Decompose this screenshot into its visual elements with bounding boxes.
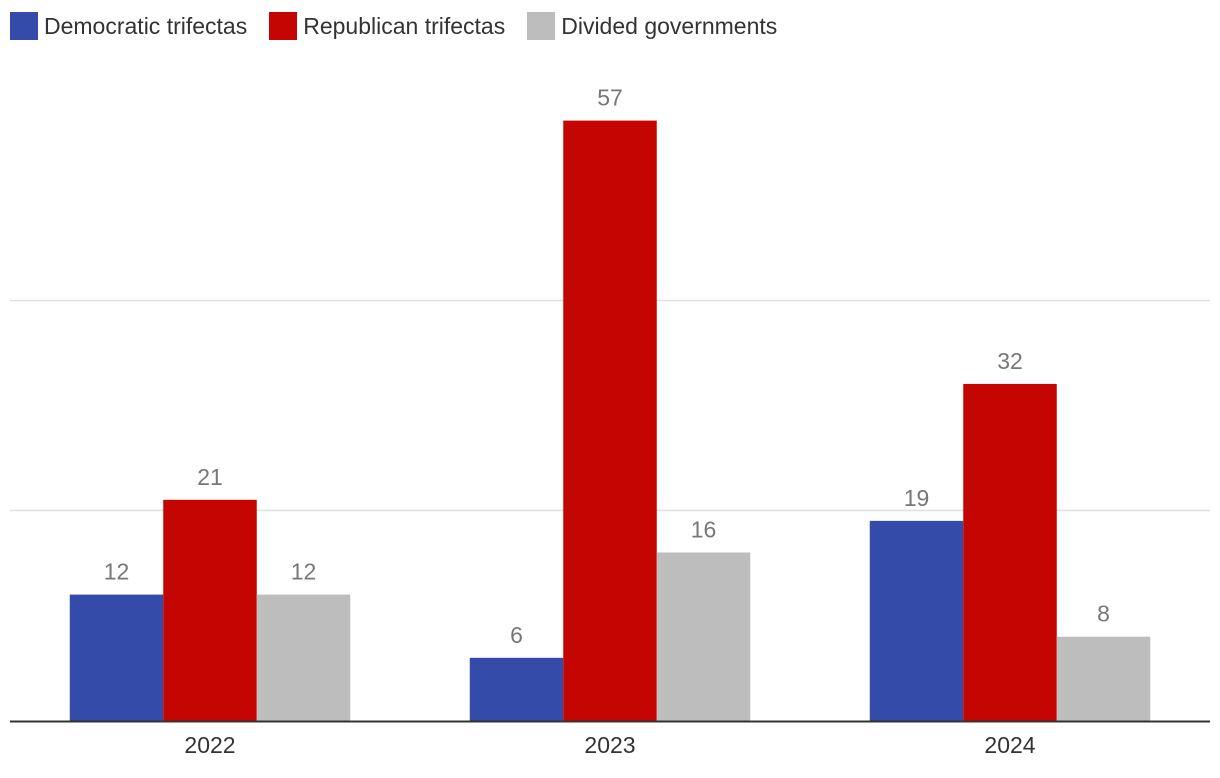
data-label-divided-governments-2024: 8 <box>1097 601 1110 627</box>
data-label-republican-trifectas-2022: 21 <box>197 464 223 490</box>
legend-swatch-democratic <box>10 12 38 40</box>
data-label-republican-trifectas-2024: 32 <box>997 348 1023 374</box>
data-label-democratic-trifectas-2024: 19 <box>904 485 930 511</box>
bar-republican-trifectas-2022 <box>163 499 257 721</box>
legend-label-republican: Republican trifectas <box>303 12 506 39</box>
legend-item-divided: Divided governments <box>527 12 777 40</box>
bar-divided-governments-2023 <box>656 552 751 721</box>
legend-label-democratic: Democratic trifectas <box>44 12 248 39</box>
legend: Democratic trifectas Republican trifecta… <box>10 12 799 40</box>
x-tick-label-2023: 2023 <box>584 732 635 758</box>
x-tick-label-2024: 2024 <box>984 732 1035 758</box>
data-label-divided-governments-2022: 12 <box>291 559 317 585</box>
legend-swatch-republican <box>269 12 298 40</box>
data-label-democratic-trifectas-2022: 12 <box>104 559 130 585</box>
legend-label-divided: Divided governments <box>561 12 778 39</box>
bar-divided-governments-2024 <box>1056 636 1151 721</box>
data-label-divided-governments-2023: 16 <box>691 516 717 542</box>
legend-swatch-divided <box>527 12 556 40</box>
bar-democratic-trifectas-2022 <box>69 594 164 721</box>
data-label-republican-trifectas-2023: 57 <box>597 85 623 111</box>
bar-democratic-trifectas-2024 <box>869 520 964 721</box>
bar-republican-trifectas-2024 <box>963 383 1057 721</box>
legend-item-democratic: Democratic trifectas <box>10 12 247 40</box>
x-tick-label-2022: 2022 <box>184 732 235 758</box>
bar-divided-governments-2022 <box>256 594 351 721</box>
data-label-democratic-trifectas-2023: 6 <box>510 622 523 648</box>
legend-item-republican: Republican trifectas <box>269 12 505 40</box>
bar-democratic-trifectas-2023 <box>469 657 564 721</box>
bar-republican-trifectas-2023 <box>563 120 657 722</box>
